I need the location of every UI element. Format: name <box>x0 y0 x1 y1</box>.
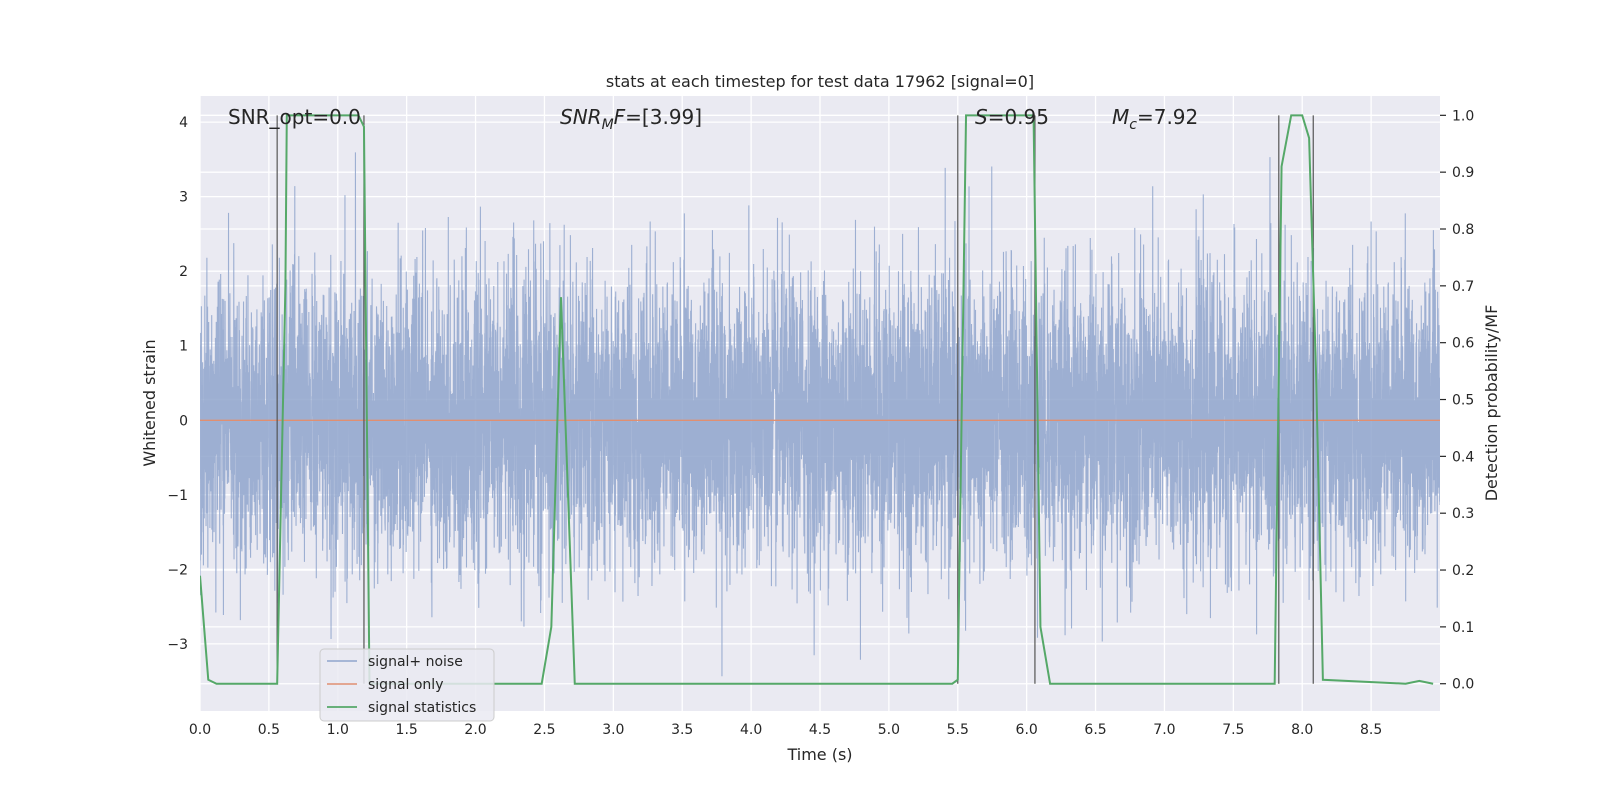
annotation-mc-main: M <box>1112 105 1129 129</box>
x-tick-label: 4.0 <box>740 722 762 738</box>
y-tick-label: −3 <box>167 637 188 653</box>
x-tick-label: 2.5 <box>533 722 555 738</box>
series-signal-plus-noise <box>200 152 1440 677</box>
x-tick-label: 6.0 <box>1016 722 1038 738</box>
y-tick-label: 1 <box>179 339 188 355</box>
y-axis-label: Whitened strain <box>140 339 159 466</box>
x-tick-label: 1.5 <box>396 722 418 738</box>
legend: signal+ noise signal only signal statist… <box>319 648 495 722</box>
legend-label-signal-statistics: signal statistics <box>368 700 476 716</box>
x-tick-label: 8.0 <box>1291 722 1313 738</box>
annotation-snr-opt: SNR_opt=0.0 <box>228 105 361 129</box>
series-line-signal-plus-noise <box>200 152 1440 677</box>
x-tick-label: 2.0 <box>464 722 486 738</box>
y-tick-label: 4 <box>179 115 188 131</box>
y2-tick-label: 0.0 <box>1452 677 1474 693</box>
y2-tick-label: 0.9 <box>1452 165 1474 181</box>
annotation-mc-sub: c <box>1129 117 1137 133</box>
annotation-snr-mf: SNRMF=[3.99] <box>560 105 702 133</box>
chart-title: stats at each timestep for test data 179… <box>606 72 1034 91</box>
y-tick-label: −1 <box>167 488 188 504</box>
y2-tick-label: 0.5 <box>1452 393 1474 409</box>
x-tick-label: 1.0 <box>327 722 349 738</box>
x-tick-label: 0.5 <box>258 722 280 738</box>
x-tick-label: 7.5 <box>1222 722 1244 738</box>
y2-tick-label: 0.7 <box>1452 279 1474 295</box>
x-tick-label: 3.0 <box>602 722 624 738</box>
y-tick-label: 2 <box>179 264 188 280</box>
x-tick-label: 4.5 <box>809 722 831 738</box>
x-tick-label: 5.5 <box>947 722 969 738</box>
annotation-snr-mf-sub: M <box>602 117 614 133</box>
annotation-mc: Mc=7.92 <box>1112 105 1198 133</box>
y2-axis-label: Detection probability/MF <box>1482 305 1501 502</box>
y2-tick-label: 0.4 <box>1452 449 1474 465</box>
x-axis-label: Time (s) <box>786 745 852 764</box>
x-tick-label: 3.5 <box>671 722 693 738</box>
legend-label-signal-plus-noise: signal+ noise <box>368 654 463 670</box>
annotation-snr-mf-tail-f: F <box>614 105 626 129</box>
annotation-s: S=0.95 <box>975 105 1049 129</box>
y2-tick-labels: 1.0 0.9 0.8 0.7 0.6 0.5 0.4 0.3 0.2 0.1 0.0 <box>1440 108 1474 693</box>
y2-tick-label: 1.0 <box>1452 108 1474 124</box>
x-tick-label: 0.0 <box>189 722 211 738</box>
y2-tick-label: 0.1 <box>1452 620 1474 636</box>
x-tick-label: 7.0 <box>1153 722 1175 738</box>
annotation-snr-mf-tail: =[3.99] <box>625 105 702 129</box>
y2-tick-label: 0.8 <box>1452 222 1474 238</box>
x-tick-label: 8.5 <box>1360 722 1382 738</box>
annotation-s-tail: =0.95 <box>988 105 1049 129</box>
series-signal-statistics <box>200 114 1434 685</box>
legend-box <box>319 648 495 722</box>
y-tick-label: 0 <box>179 413 188 429</box>
annotation-mc-tail: =7.92 <box>1137 105 1198 129</box>
y2-tick-label: 0.2 <box>1452 563 1474 579</box>
y-tick-label: −2 <box>167 562 188 578</box>
annotation-snr-mf-main: SNR <box>560 105 602 129</box>
y2-tick-label: 0.6 <box>1452 336 1474 352</box>
legend-label-signal-only: signal only <box>368 677 443 693</box>
y2-tick-label: 0.3 <box>1452 506 1474 522</box>
x-tick-labels: 0.0 0.5 1.0 1.5 2.0 2.5 3.0 3.5 4.0 4.5 5.0 5.5 6.0 6… <box>189 722 1382 738</box>
annotation-s-main: S <box>975 105 988 129</box>
y-tick-label: 3 <box>179 190 188 206</box>
series-line-signal-statistics <box>200 114 1434 685</box>
x-tick-label: 5.0 <box>878 722 900 738</box>
y-tick-labels: 4 3 2 1 0 −1 −2 −3 <box>167 115 188 653</box>
x-tick-label: 6.5 <box>1084 722 1106 738</box>
